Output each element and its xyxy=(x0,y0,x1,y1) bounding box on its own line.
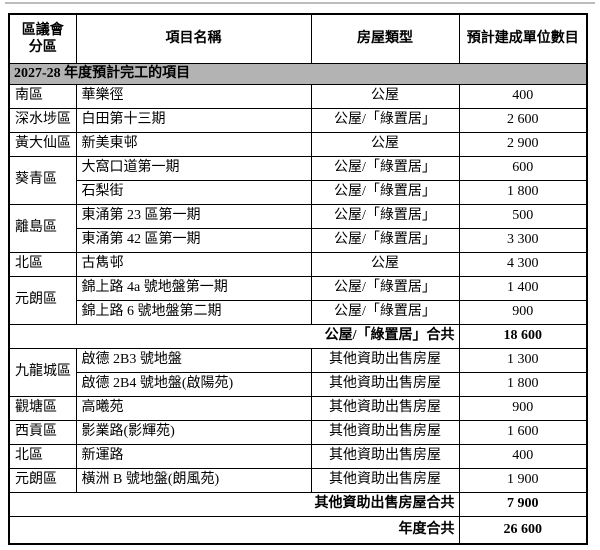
col-header-units: 預計建成單位數目 xyxy=(458,13,588,64)
table-body: 南區 華樂徑 公屋 400 深水埗區 白田第十三期 公屋/「綠置居」 2 600 黃大仙區 新美東… xyxy=(8,83,588,544)
project-cell: 錦上路 4a 號地盤第一期 xyxy=(75,275,312,301)
grand-total-units: 26 600 xyxy=(458,515,588,544)
housing-type-cell: 公屋/「綠置居」 xyxy=(310,107,460,133)
header-row: 區議會 分區 項目名稱 房屋類型 預計建成單位數目 xyxy=(8,13,588,64)
project-cell: 東涌第 23 區第一期 xyxy=(75,203,312,229)
units-cell: 2 900 xyxy=(458,131,588,157)
subtotal-label: 公屋/「綠置居」合共 xyxy=(8,323,460,349)
units-cell: 1 600 xyxy=(458,419,588,445)
units-cell: 4 300 xyxy=(458,251,588,277)
district-cell: 九龍城區 xyxy=(8,347,77,397)
subtotal-row: 公屋/「綠置居」合共 18 600 xyxy=(8,323,588,349)
units-cell: 1 900 xyxy=(458,467,588,493)
units-cell: 500 xyxy=(458,203,588,229)
units-cell: 900 xyxy=(458,395,588,421)
col-header-district-line1: 區議會 xyxy=(21,22,64,38)
housing-type-cell: 其他資助出售房屋 xyxy=(310,419,460,445)
district-cell: 黃大仙區 xyxy=(8,131,77,157)
units-cell: 1 300 xyxy=(458,347,588,373)
project-cell: 白田第十三期 xyxy=(75,107,312,133)
project-cell: 高曦苑 xyxy=(75,395,312,421)
subtotal-label: 其他資助出售房屋合共 xyxy=(8,491,460,517)
district-cell: 離島區 xyxy=(8,203,77,253)
housing-type-cell: 其他資助出售房屋 xyxy=(310,443,460,469)
district-cell: 元朗區 xyxy=(8,467,77,493)
housing-type-cell: 其他資助出售房屋 xyxy=(310,347,460,373)
housing-type-cell: 公屋/「綠置居」 xyxy=(310,275,460,301)
housing-type-cell: 公屋 xyxy=(310,251,460,277)
table-row: 西貢區 影業路(影輝苑) 其他資助出售房屋 1 600 xyxy=(8,419,588,445)
table-row: 南區 華樂徑 公屋 400 xyxy=(8,83,588,109)
district-cell: 葵青區 xyxy=(8,155,77,205)
project-cell: 橫洲 B 號地盤(朗風苑) xyxy=(75,467,312,493)
table-row: 觀塘區 高曦苑 其他資助出售房屋 900 xyxy=(8,395,588,421)
table-row: 啟德 2B4 號地盤(啟陽苑) 其他資助出售房屋 1 800 xyxy=(9,371,588,397)
housing-type-cell: 公屋/「綠置居」 xyxy=(310,299,460,325)
project-cell: 啟德 2B4 號地盤(啟陽苑) xyxy=(75,371,312,397)
project-cell: 東涌第 42 區第一期 xyxy=(75,227,312,253)
col-header-type: 房屋類型 xyxy=(310,13,460,64)
project-cell: 影業路(影輝苑) xyxy=(75,419,312,445)
top-divider-rule xyxy=(5,2,595,4)
project-cell: 新美東邨 xyxy=(75,131,312,157)
units-cell: 1 800 xyxy=(458,371,588,397)
project-cell: 石梨街 xyxy=(75,179,312,205)
district-cell: 觀塘區 xyxy=(8,395,77,421)
project-cell: 啟德 2B3 號地盤 xyxy=(75,347,312,373)
table-row: 深水埗區 白田第十三期 公屋/「綠置居」 2 600 xyxy=(8,107,588,133)
housing-type-cell: 其他資助出售房屋 xyxy=(310,467,460,493)
col-header-district: 區議會 分區 xyxy=(8,13,77,64)
housing-type-cell: 公屋/「綠置居」 xyxy=(310,227,460,253)
units-cell: 600 xyxy=(458,155,588,181)
units-cell: 1 400 xyxy=(458,275,588,301)
col-header-project: 項目名稱 xyxy=(75,13,312,64)
project-cell: 大窩口道第一期 xyxy=(75,155,312,181)
subtotal-units: 18 600 xyxy=(458,323,588,349)
table-row: 北區 新運路 其他資助出售房屋 400 xyxy=(8,443,588,469)
project-cell: 華樂徑 xyxy=(75,83,312,109)
units-cell: 3 300 xyxy=(458,227,588,253)
units-cell: 2 600 xyxy=(458,107,588,133)
subtotal-units: 7 900 xyxy=(458,491,588,517)
table-row: 元朗區 錦上路 4a 號地盤第一期 公屋/「綠置居」 1 400 xyxy=(8,275,588,325)
district-cell: 深水埗區 xyxy=(8,107,77,133)
grand-total-label: 年度合共 xyxy=(8,515,460,544)
table-row: 黃大仙區 新美東邨 公屋 2 900 xyxy=(8,131,588,157)
district-cell: 北區 xyxy=(8,443,77,469)
housing-type-cell: 公屋 xyxy=(310,83,460,109)
district-cell: 北區 xyxy=(8,251,77,277)
project-cell: 新運路 xyxy=(75,443,312,469)
housing-type-cell: 其他資助出售房屋 xyxy=(310,371,460,397)
table-row: 九龍城區 啟德 2B3 號地盤 其他資助出售房屋 1 300 xyxy=(8,347,588,397)
units-cell: 1 800 xyxy=(458,179,588,205)
project-cell: 古雋邨 xyxy=(75,251,312,277)
district-cell: 西貢區 xyxy=(8,419,77,445)
housing-type-cell: 公屋/「綠置居」 xyxy=(310,203,460,229)
units-cell: 400 xyxy=(458,443,588,469)
grand-total-row: 年度合共 26 600 xyxy=(8,515,588,544)
subtotal-row: 其他資助出售房屋合共 7 900 xyxy=(8,491,588,517)
housing-type-cell: 公屋/「綠置居」 xyxy=(310,179,460,205)
table-row: 元朗區 橫洲 B 號地盤(朗風苑) 其他資助出售房屋 1 900 xyxy=(8,467,588,493)
housing-type-cell: 其他資助出售房屋 xyxy=(310,395,460,421)
housing-type-cell: 公屋 xyxy=(310,131,460,157)
units-cell: 900 xyxy=(458,299,588,325)
housing-projects-table: 區議會 分區 項目名稱 房屋類型 預計建成單位數目 2027-28 年度預計完工… xyxy=(8,13,588,545)
table-row: 東涌第 42 區第一期 公屋/「綠置居」 3 300 xyxy=(9,227,588,253)
district-cell: 南區 xyxy=(8,83,77,109)
section-header-row: 2027-28 年度預計完工的項目 xyxy=(8,63,588,85)
housing-type-cell: 公屋/「綠置居」 xyxy=(310,155,460,181)
table-header: 區議會 分區 項目名稱 房屋類型 預計建成單位數目 2027-28 年度預計完工… xyxy=(8,13,588,85)
units-cell: 400 xyxy=(458,83,588,109)
table-row: 離島區 東涌第 23 區第一期 公屋/「綠置居」 500 xyxy=(8,203,588,253)
table-row: 石梨街 公屋/「綠置居」 1 800 xyxy=(9,179,588,205)
project-cell: 錦上路 6 號地盤第二期 xyxy=(75,299,312,325)
district-cell: 元朗區 xyxy=(8,275,77,325)
table-row: 錦上路 6 號地盤第二期 公屋/「綠置居」 900 xyxy=(9,299,588,325)
section-title: 2027-28 年度預計完工的項目 xyxy=(8,63,588,85)
table-row: 北區 古雋邨 公屋 4 300 xyxy=(8,251,588,277)
col-header-district-line2: 分區 xyxy=(28,40,57,55)
table-row: 葵青區 大窩口道第一期 公屋/「綠置居」 600 xyxy=(8,155,588,205)
